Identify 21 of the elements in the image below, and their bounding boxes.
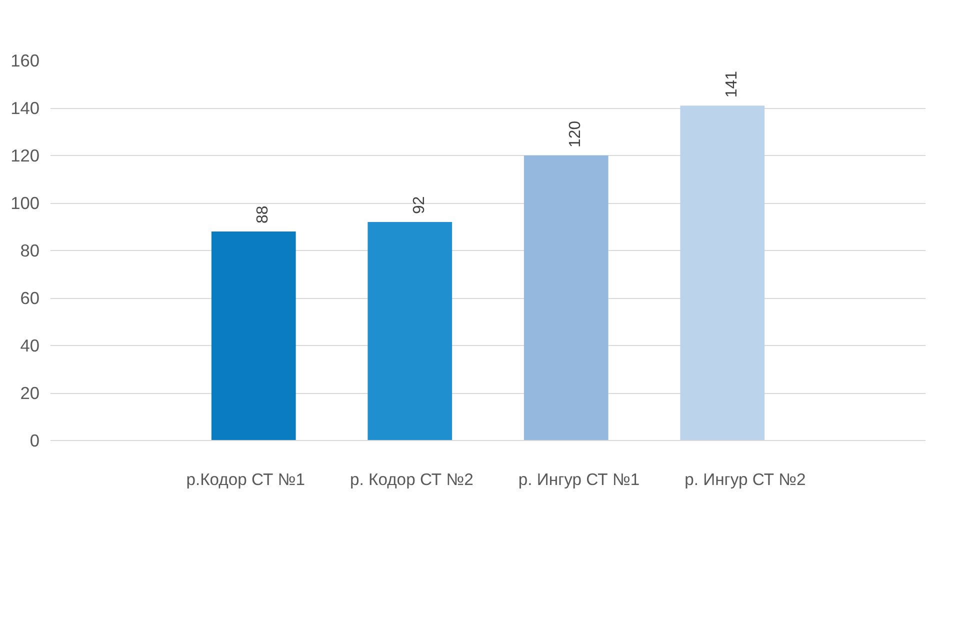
y-tick-label: 140 [10, 98, 40, 118]
y-tick-label: 160 [10, 50, 40, 70]
text: р. Кодор СТ №2 [350, 470, 474, 490]
y-tick-label: 120 [10, 146, 40, 166]
bar [368, 222, 452, 440]
y-tick-label: 0 [30, 430, 40, 450]
series-label: р.Кодор СТ №1 [186, 470, 305, 490]
series-label: р. Ингур СТ №2 [684, 470, 806, 490]
series-label: р. Ингур СТ №1 [518, 470, 640, 490]
y-tick-label: 40 [20, 336, 40, 356]
y-tick-label: 80 [20, 240, 40, 260]
bar [211, 232, 296, 440]
data-label: 88 [254, 206, 272, 224]
y-tick-label: 100 [10, 193, 40, 213]
bar [680, 106, 765, 440]
bar [524, 156, 608, 440]
y-tick-label: 60 [20, 288, 40, 308]
data-label: 141 [723, 70, 740, 98]
y-tick-label: 20 [20, 383, 40, 403]
data-label: 92 [410, 196, 428, 214]
data-label: 120 [567, 120, 584, 148]
